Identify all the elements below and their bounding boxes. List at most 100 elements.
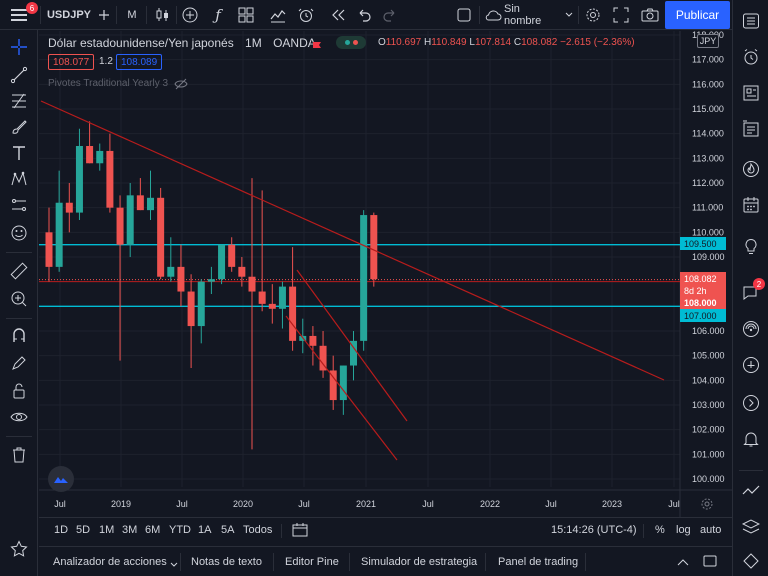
candle-body <box>157 197 165 277</box>
watchlist-icon[interactable] <box>740 10 762 32</box>
add-symbol-icon[interactable] <box>96 0 112 30</box>
current-price-tag: 108.082 <box>680 272 726 285</box>
chats-badge: 2 <box>753 278 765 290</box>
candles-icon[interactable] <box>150 0 174 30</box>
financials-icon[interactable] <box>266 0 290 30</box>
tab-pine-editor[interactable]: Editor Pine <box>285 556 339 568</box>
range-3m[interactable]: 3M <box>122 524 138 536</box>
percent-toggle[interactable]: % <box>655 524 665 536</box>
redo-icon[interactable] <box>378 0 402 30</box>
bell-icon[interactable] <box>740 428 762 450</box>
x-tick-label: 2022 <box>480 499 500 509</box>
trash-icon[interactable] <box>8 444 30 466</box>
ruler-icon[interactable] <box>8 260 30 282</box>
range-1d[interactable]: 1D <box>54 524 69 536</box>
maximize-panel-icon[interactable] <box>703 555 717 570</box>
range-6m[interactable]: 6M <box>145 524 161 536</box>
emoji-icon[interactable] <box>8 222 30 244</box>
symbol-search[interactable]: USDJPY <box>46 9 92 21</box>
tab-text-notes[interactable]: Notas de texto <box>191 556 262 568</box>
range-all[interactable]: Todos <box>243 524 273 536</box>
goto-date-icon[interactable] <box>292 523 308 540</box>
flag-icon[interactable] <box>312 38 322 56</box>
calendar-icon[interactable] <box>740 194 762 216</box>
alerts-clock-icon[interactable] <box>740 46 762 68</box>
zoom-in-icon[interactable] <box>8 288 30 310</box>
candle-body <box>258 291 266 304</box>
interval-selector[interactable]: M <box>127 9 137 21</box>
cloud-icon[interactable] <box>482 0 504 30</box>
candle-body <box>289 286 297 341</box>
stay-drawing-icon[interactable] <box>8 352 30 374</box>
playback-icon[interactable] <box>740 392 762 414</box>
crosshair-icon[interactable] <box>8 36 30 58</box>
range-1a[interactable]: 1A <box>198 524 212 536</box>
eye-icon[interactable] <box>8 406 30 428</box>
range-5d[interactable]: 5D <box>76 524 91 536</box>
chevron-down-icon[interactable] <box>170 559 178 571</box>
price-chart[interactable]: 118.000117.000116.000115.000114.000113.0… <box>39 31 732 517</box>
tab-strategy-tester[interactable]: Simulador de estrategia <box>361 556 478 568</box>
indicators-icon[interactable]: ƒ <box>215 6 221 24</box>
magnet-icon[interactable] <box>8 324 30 346</box>
logo-icon[interactable] <box>48 466 74 492</box>
chart-overview-icon[interactable] <box>740 480 762 502</box>
news-icon[interactable] <box>740 118 762 140</box>
notifications-bell-icon[interactable] <box>740 354 762 376</box>
publish-button[interactable]: Publicar <box>665 1 730 29</box>
candle-body <box>136 195 144 211</box>
candle-body <box>218 244 226 280</box>
templates-icon[interactable] <box>234 0 258 30</box>
prediction-icon[interactable] <box>8 194 30 216</box>
tab-stock-screener[interactable]: Analizador de acciones <box>53 556 167 568</box>
candle-body <box>116 207 124 245</box>
range-5a[interactable]: 5A <box>221 524 235 536</box>
range-bar: 1D 5D 1M 3M 6M YTD 1A 5A Todos 15:14:26 … <box>39 517 732 542</box>
tab-trading-panel[interactable]: Panel de trading <box>498 556 579 568</box>
fib-tool-icon[interactable] <box>8 90 30 112</box>
undo-icon[interactable] <box>352 0 376 30</box>
chevron-up-icon[interactable] <box>677 557 689 569</box>
time-axis-settings-icon[interactable] <box>700 497 714 516</box>
range-ytd[interactable]: YTD <box>169 524 191 536</box>
candle-body <box>65 202 73 213</box>
camera-icon[interactable] <box>638 0 662 30</box>
brush-icon[interactable] <box>8 116 30 138</box>
trendline-channel-upper <box>296 269 408 422</box>
trendline-icon[interactable] <box>8 64 30 86</box>
text-tool-icon[interactable] <box>8 142 30 164</box>
auto-toggle[interactable]: auto <box>700 524 722 536</box>
y-tick-label: 106.000 <box>692 326 725 336</box>
replay-icon[interactable] <box>326 0 350 30</box>
indicator-label[interactable]: Pivotes Traditional Yearly 3 <box>48 78 169 89</box>
compare-icon[interactable] <box>178 0 202 30</box>
fullscreen-square-icon[interactable] <box>452 0 476 30</box>
streams-icon[interactable] <box>740 318 762 340</box>
diamond-icon[interactable] <box>740 550 762 572</box>
chart-pane[interactable]: 118.000117.000116.000115.000114.000113.0… <box>39 31 732 517</box>
log-toggle[interactable]: log <box>676 524 691 536</box>
ideas-bulb-icon[interactable] <box>740 236 762 258</box>
chevron-down-icon[interactable] <box>562 0 576 30</box>
hotlist-flame-icon[interactable] <box>740 158 762 180</box>
settings-gear-icon[interactable] <box>582 0 604 30</box>
hide-eye-icon[interactable] <box>174 77 188 95</box>
menu-icon[interactable] <box>4 0 34 30</box>
candle-body <box>86 146 94 164</box>
range-1m[interactable]: 1M <box>99 524 115 536</box>
layout-name[interactable]: Sin nombre <box>504 3 542 27</box>
currency-label[interactable]: JPY <box>697 34 719 48</box>
fullscreen-icon[interactable] <box>610 0 632 30</box>
pattern-icon[interactable] <box>8 168 30 190</box>
alert-icon[interactable] <box>294 0 318 30</box>
candle-body <box>197 281 205 327</box>
clock-time[interactable]: 15:14:26 (UTC-4) <box>551 524 637 536</box>
notification-badge: 6 <box>26 2 38 14</box>
market-status-pill[interactable] <box>336 36 366 49</box>
bid-price[interactable]: 108.077 <box>48 54 95 70</box>
layers-icon[interactable] <box>740 516 762 538</box>
ask-price[interactable]: 108.089 <box>116 54 163 70</box>
data-window-icon[interactable] <box>740 82 762 104</box>
favorites-star-icon[interactable] <box>8 538 30 560</box>
lock-icon[interactable] <box>8 380 30 402</box>
